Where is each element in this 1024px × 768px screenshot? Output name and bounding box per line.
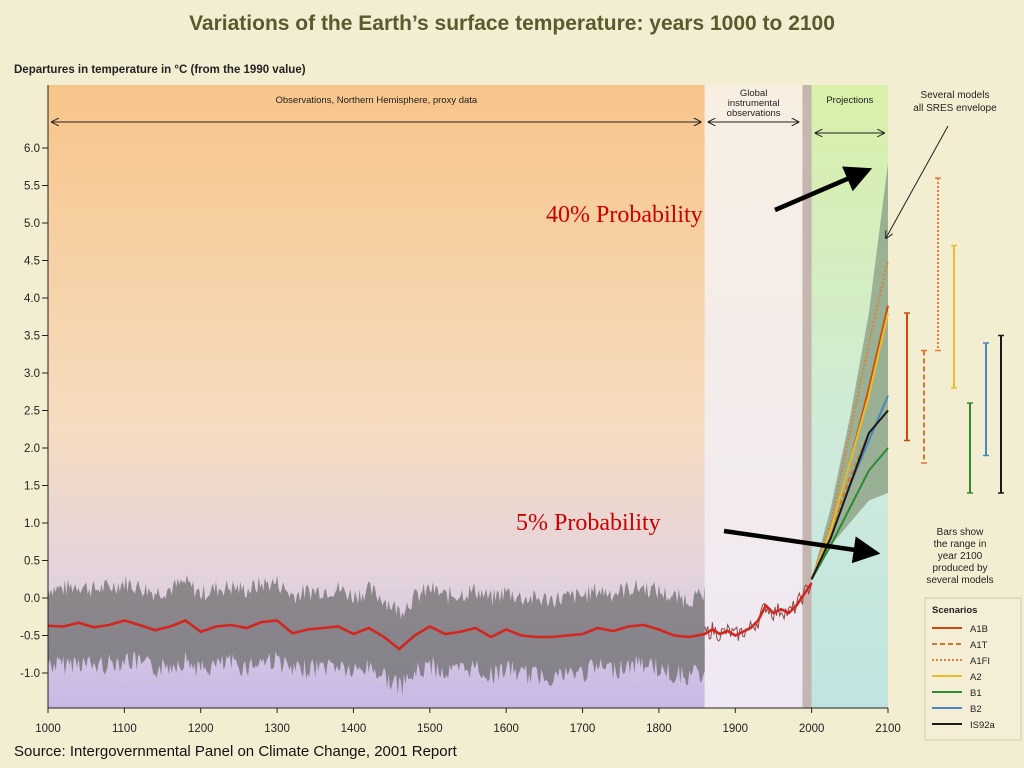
y-tick-label-14: 6.0 <box>24 143 40 155</box>
legend-label-b2: B2 <box>970 704 982 715</box>
x-tick-label-10: 2000 <box>799 723 825 735</box>
x-tick-label-3: 1300 <box>264 723 290 735</box>
y-tick-label-5: 1.5 <box>24 481 40 493</box>
y-tick-label-6: 2.0 <box>24 443 40 455</box>
period-band-1 <box>704 85 812 708</box>
period-label-1-0: Global <box>740 88 767 99</box>
y-tick-label-8: 3.0 <box>24 368 40 380</box>
bars-note-line-2: year 2100 <box>938 551 983 562</box>
period-label-1-1: instrumental <box>728 98 780 109</box>
bars-note-line-3: produced by <box>932 563 987 574</box>
envelope-note-line-0: Several models <box>921 90 990 101</box>
y-tick-label-2: 0.0 <box>24 593 40 605</box>
bars-note-line-0: Bars show <box>937 527 984 538</box>
scenario-line-is92a <box>810 409 889 580</box>
legend-title: Scenarios <box>932 605 977 616</box>
x-tick-label-2: 1200 <box>188 723 214 735</box>
x-tick-label-9: 1900 <box>722 723 748 735</box>
x-tick-label-11: 2100 <box>875 723 901 735</box>
bars-note-line-1: the range in <box>934 539 987 550</box>
y-tick-label-13: 5.5 <box>24 181 40 193</box>
period-label-0: Observations, Northern Hemisphere, proxy… <box>276 95 478 106</box>
x-tick-label-0: 1000 <box>35 723 61 735</box>
x-tick-label-8: 1800 <box>646 723 672 735</box>
projection-envelope <box>811 163 888 580</box>
y-tick-label-0: -1.0 <box>20 668 40 680</box>
y-tick-label-10: 4.0 <box>24 293 40 305</box>
annotation-5-percent: 5% Probability <box>516 510 661 536</box>
period-label-2: Projections <box>826 95 873 106</box>
legend-label-a1t: A1T <box>970 640 988 651</box>
page-title: Variations of the Earth’s surface temper… <box>189 12 835 35</box>
x-tick-label-4: 1400 <box>341 723 367 735</box>
annotation-5-percent-arrow <box>723 528 881 564</box>
x-tick-label-6: 1600 <box>493 723 519 735</box>
legend-label-a1fi: A1FI <box>970 656 990 667</box>
proxy-uncertainty-band <box>48 574 705 696</box>
y-tick-label-1: -0.5 <box>20 631 40 643</box>
y-tick-label-9: 3.5 <box>24 331 40 343</box>
y-axis-title: Departures in temperature in °C (from th… <box>14 64 306 76</box>
legend-label-is92a: IS92a <box>970 720 996 731</box>
instrumental-annual-line <box>704 582 813 642</box>
y-tick-label-3: 0.5 <box>24 556 40 568</box>
annotation-40-percent: 40% Probability <box>546 202 703 228</box>
envelope-note-line-1: all SRES envelope <box>913 103 997 114</box>
legend-box <box>924 597 1022 741</box>
bars-note-line-4: several models <box>926 575 993 586</box>
y-tick-label-7: 2.5 <box>24 406 40 418</box>
y-tick-label-12: 5.0 <box>24 218 40 230</box>
observed-temperature-line <box>47 582 813 651</box>
legend-label-a2: A2 <box>970 672 982 683</box>
period-label-1-2: observations <box>727 108 781 119</box>
scenario-line-b1 <box>810 447 889 580</box>
y-tick-label-11: 4.5 <box>24 256 40 268</box>
baseline-strip <box>802 85 812 708</box>
envelope-note-arrow <box>886 125 949 238</box>
y-tick-label-4: 1.0 <box>24 518 40 530</box>
legend-label-b1: B1 <box>970 688 982 699</box>
legend-label-a1b: A1B <box>970 624 988 635</box>
annotation-40-percent-arrow <box>774 166 873 213</box>
source-caption: Source: Intergovernmental Panel on Clima… <box>14 743 457 760</box>
x-tick-label-1: 1100 <box>112 723 137 735</box>
x-tick-label-5: 1500 <box>417 723 443 735</box>
x-tick-label-7: 1700 <box>570 723 596 735</box>
